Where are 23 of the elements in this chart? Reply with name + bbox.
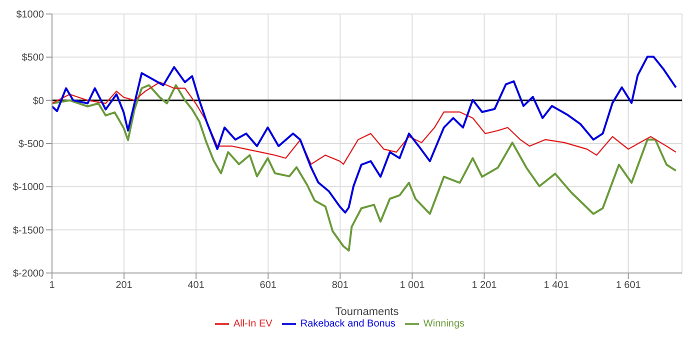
x-tick-label: 601 — [260, 280, 277, 292]
y-tick-label: $-1000 — [12, 182, 44, 194]
x-tick-label: 1 401 — [544, 280, 570, 292]
y-tick-label: $500 — [22, 52, 44, 64]
y-tick-label: $1000 — [16, 10, 44, 21]
x-tick-label: 1 201 — [472, 280, 498, 292]
y-tick-label: $-2000 — [12, 268, 44, 280]
line-series — [52, 84, 677, 252]
legend-label: Winnings — [423, 318, 465, 330]
x-tick-label: 201 — [116, 280, 133, 292]
x-tick-label: 401 — [188, 280, 205, 292]
legend-label: Rakeback and Bonus — [300, 318, 396, 330]
x-tick-label: 1 001 — [400, 280, 426, 292]
legend-label: All-In EV — [233, 318, 272, 330]
line-series — [52, 82, 676, 165]
y-tick-label: $-500 — [18, 139, 44, 150]
y-tick-label: $0 — [32, 96, 44, 107]
line-series — [52, 56, 677, 214]
x-tick-label: 801 — [332, 280, 349, 292]
x-tick-label: 1 601 — [616, 280, 642, 292]
x-tick-label: 1 — [49, 280, 56, 292]
x-axis-title: Tournaments — [335, 306, 400, 318]
y-tick-label: $-1500 — [12, 225, 44, 236]
